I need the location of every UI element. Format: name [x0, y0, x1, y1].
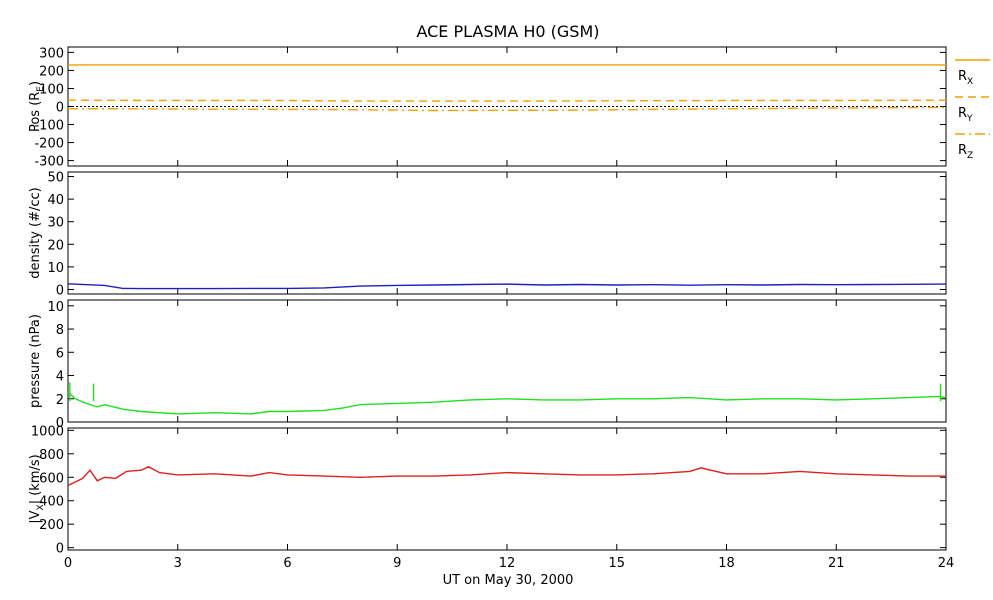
x-axis-label: UT on May 30, 2000 — [443, 573, 574, 588]
y-tick-label: 0 — [56, 283, 64, 298]
y-tick-label: 10 — [47, 261, 64, 276]
x-tick-label: 6 — [283, 556, 291, 571]
y-tick-label: -300 — [34, 155, 64, 170]
y-tick-label: 20 — [47, 238, 64, 253]
y-tick-label: 300 — [39, 46, 64, 61]
x-tick-label: 21 — [828, 556, 845, 571]
x-tick-label: 24 — [938, 556, 955, 571]
legend-label: RY — [958, 106, 973, 124]
series-line-density — [67, 283, 947, 290]
y-tick-label: 800 — [39, 448, 64, 463]
y-tick-label: 50 — [47, 171, 64, 186]
y-tick-label: -200 — [34, 137, 64, 152]
y-tick-label: 10 — [47, 300, 64, 315]
y-tick-label: -100 — [34, 119, 64, 134]
x-tick-label: 12 — [499, 556, 516, 571]
legend-label: RX — [958, 69, 973, 87]
x-tick-label: 0 — [64, 556, 72, 571]
y-tick-label: 40 — [47, 193, 64, 208]
y-tick-label: 2 — [56, 393, 64, 408]
panel-frame — [67, 299, 947, 423]
legend: RX RY RZ — [955, 59, 990, 161]
y-tick-label: 30 — [47, 216, 64, 231]
panel-frame — [67, 171, 947, 295]
y-tick-label: 8 — [56, 323, 64, 338]
y-tick-label: 4 — [56, 370, 64, 385]
y-axis-label: |VX| (km/s) — [28, 454, 46, 523]
x-tick-label: 18 — [718, 556, 735, 571]
y-tick-label: 0 — [56, 542, 64, 557]
y-tick-label: 0 — [56, 416, 64, 431]
x-tick-label: 15 — [608, 556, 625, 571]
x-tick-label: 9 — [393, 556, 401, 571]
panel-2: 0 2 4 6 8 10 pressure (nPa) — [28, 299, 947, 431]
y-tick-label: 400 — [39, 495, 64, 510]
chart-title: ACE PLASMA H0 (GSM) — [416, 22, 599, 41]
panel-frame — [67, 427, 947, 551]
y-tick-label: 100 — [39, 82, 64, 97]
y-axis-label: density (#/cc) — [28, 187, 43, 279]
x-axis: 0 3 6 9 12 15 18 21 24 — [64, 556, 954, 571]
panel-1: 0 10 20 30 40 50 density (#/cc) — [28, 171, 947, 298]
panel-3: 0 200 400 600 800 1000 |VX| (km/s) — [28, 424, 947, 557]
y-tick-label: 200 — [39, 518, 64, 533]
y-tick-label: 600 — [39, 471, 64, 486]
y-axis-label: Pos (RE) — [28, 81, 46, 132]
y-tick-label: 200 — [39, 64, 64, 79]
y-tick-label: 6 — [56, 346, 64, 361]
y-tick-label: 0 — [56, 101, 64, 116]
series-line-pressure — [67, 391, 947, 415]
series-line-rz — [67, 106, 947, 112]
y-axis-label: pressure (nPa) — [28, 314, 43, 408]
x-tick-label: 3 — [174, 556, 182, 571]
panel-0: -300 -200 -100 0 100 200 300 Pos (RE) — [28, 46, 947, 170]
series-line-ry — [67, 99, 947, 102]
y-tick-label: 1000 — [31, 424, 64, 439]
series-line-vx — [67, 465, 946, 487]
legend-label: RZ — [958, 143, 973, 161]
